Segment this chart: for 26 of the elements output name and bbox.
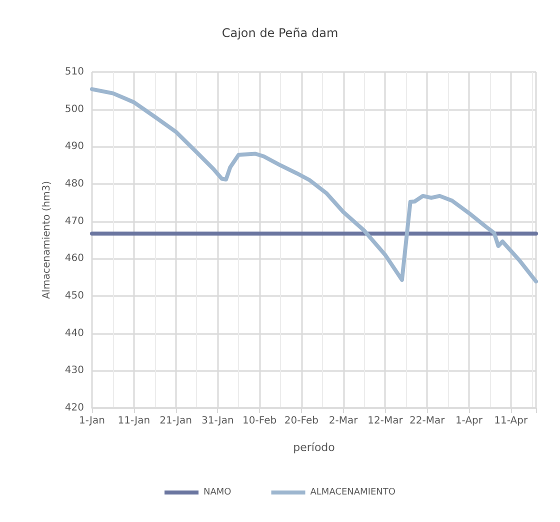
x-tick-label: 31-Jan — [202, 416, 234, 426]
y-tick-label: 480 — [64, 178, 84, 190]
x-tick-label: 1-Jan — [79, 416, 105, 426]
y-tick-label: 490 — [64, 141, 84, 152]
y-tick-label: 430 — [64, 365, 84, 376]
y-axis-title: Almacenamiento (hm3) — [42, 180, 52, 300]
x-tick-label: 21-Jan — [160, 416, 192, 426]
y-tick-label: 470 — [64, 216, 84, 227]
x-tick-label: 2-Mar — [328, 416, 359, 426]
y-tick-label: 440 — [64, 328, 84, 339]
x-tick-label: 12-Mar — [368, 416, 404, 426]
legend-label: NAMO — [204, 488, 232, 498]
legend-label: ALMACENAMIENTO — [310, 488, 396, 498]
y-tick-label: 500 — [64, 104, 84, 115]
y-tick-label: 450 — [64, 290, 84, 302]
x-tick-label: 1-Apr — [455, 416, 484, 426]
x-tick-label: 20-Feb — [284, 416, 318, 426]
chart-title: Cajon de Peña dam — [222, 26, 338, 40]
x-axis-title: período — [293, 441, 336, 454]
x-tick-label: 10-Feb — [242, 416, 277, 426]
x-tick-label: 22-Mar — [409, 416, 446, 426]
x-tick-label: 11-Apr — [494, 416, 528, 426]
x-tick-label: 11-Jan — [118, 416, 150, 426]
y-tick-label: 510 — [64, 66, 84, 78]
y-tick-label: 420 — [64, 402, 84, 414]
y-tick-label: 460 — [64, 253, 84, 264]
